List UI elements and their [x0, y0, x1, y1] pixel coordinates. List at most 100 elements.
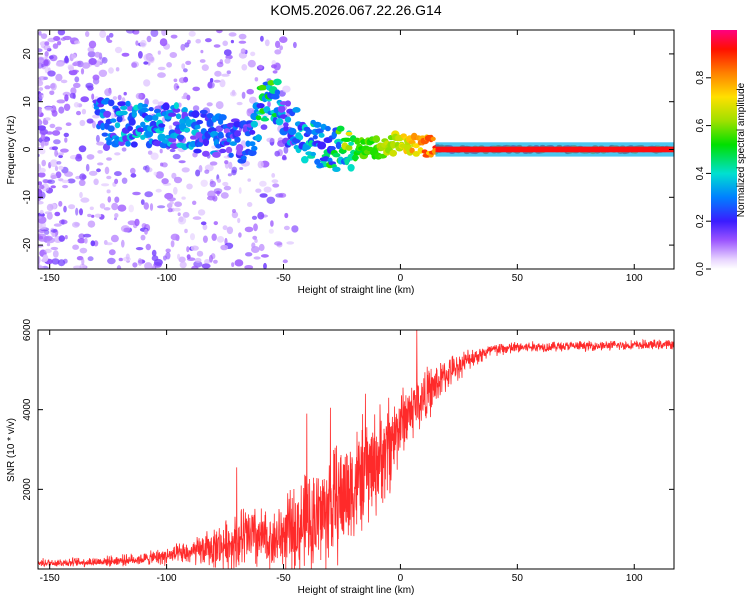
noise-blob	[50, 83, 56, 89]
colorbar-tick-label: 0.4	[695, 166, 706, 180]
noise-blob	[52, 43, 59, 49]
noise-blob	[78, 233, 85, 239]
noise-blob	[77, 238, 86, 244]
noise-blob	[92, 120, 96, 129]
noise-blob	[187, 39, 191, 45]
noise-blob	[58, 165, 64, 170]
noise-blob	[56, 152, 65, 156]
ridge-blob	[223, 128, 230, 134]
noise-blob	[38, 200, 44, 205]
noise-blob	[78, 145, 87, 153]
noise-blob	[231, 166, 238, 174]
noise-blob	[169, 52, 178, 58]
ridge-blob	[141, 103, 148, 108]
noise-blob	[153, 171, 158, 176]
ridge-blob	[317, 141, 327, 150]
noise-blob	[78, 179, 86, 186]
noise-blob	[293, 41, 297, 49]
noise-blob	[58, 106, 65, 114]
noise-blob	[87, 220, 96, 228]
noise-blob	[192, 216, 202, 220]
noise-blob	[123, 91, 127, 96]
noise-blob	[173, 186, 178, 195]
noise-blob	[144, 262, 153, 269]
noise-blob	[130, 167, 136, 174]
noise-blob	[42, 58, 51, 67]
noise-blob	[38, 87, 44, 91]
noise-blob	[70, 87, 77, 95]
noise-blob	[257, 211, 265, 220]
colorbar-tick-label: 0.2	[695, 214, 706, 228]
noise-blob	[244, 226, 254, 233]
ridge-blob	[258, 84, 268, 91]
noise-blob	[88, 58, 97, 65]
noise-blob	[54, 211, 61, 217]
noise-blob	[62, 184, 69, 189]
noise-blob	[114, 178, 119, 184]
noise-blob	[197, 209, 206, 216]
ridge-blob	[130, 141, 138, 148]
noise-blob	[224, 58, 231, 64]
noise-blob	[275, 40, 281, 49]
noise-blob	[72, 221, 80, 228]
ridge-blob	[255, 134, 262, 142]
noise-blob	[228, 32, 237, 37]
noise-blob	[238, 33, 247, 40]
noise-blob	[226, 70, 231, 75]
noise-blob	[173, 176, 183, 184]
ridge-blob	[175, 113, 182, 120]
ridge-blob	[167, 112, 177, 117]
noise-blob	[67, 178, 76, 184]
noise-blob	[259, 180, 267, 187]
snr-series-line	[38, 330, 674, 569]
ridge-blob	[312, 134, 318, 140]
noise-blob	[186, 254, 191, 260]
noise-blob	[111, 202, 119, 211]
noise-blob	[44, 85, 51, 90]
noise-blob	[121, 147, 127, 152]
ridge-blob	[137, 102, 144, 111]
colorbar-tick-label: 0.6	[695, 118, 706, 132]
noise-blob	[84, 237, 88, 244]
ridge-blob	[292, 107, 301, 113]
x-tick-label: 100	[626, 273, 643, 284]
noise-blob	[38, 118, 42, 126]
noise-blob	[234, 259, 244, 267]
ridge-blob	[226, 137, 232, 143]
noise-blob	[263, 186, 272, 193]
noise-blob	[58, 178, 64, 182]
noise-blob	[62, 35, 72, 41]
noise-blob	[123, 227, 131, 233]
ridge-blob	[332, 152, 341, 158]
snr-y-ticks: 2000 4000 6000	[22, 318, 674, 500]
noise-blob	[270, 220, 274, 227]
noise-blob	[132, 262, 138, 268]
noise-blob	[216, 30, 223, 34]
noise-blob	[226, 226, 234, 235]
ridge-blob	[217, 131, 224, 139]
x-tick-label: 50	[512, 573, 524, 584]
ridge-blob	[328, 146, 336, 151]
ridge-blob	[103, 110, 111, 118]
noise-blob	[64, 171, 74, 177]
noise-blob	[143, 79, 151, 87]
ridge-blob	[162, 102, 170, 111]
noise-blob	[249, 96, 257, 104]
ridge-blob	[110, 118, 117, 123]
noise-blob	[38, 215, 42, 219]
ridge-blob	[351, 155, 359, 161]
ridge-blob	[345, 144, 353, 151]
noise-blob	[44, 65, 49, 74]
ridge-blob	[181, 107, 188, 114]
noise-blob	[195, 169, 201, 177]
noise-blob	[181, 63, 186, 70]
noise-blob	[44, 41, 50, 46]
noise-blob	[108, 32, 114, 38]
ridge-blob	[310, 151, 317, 157]
noise-blob	[209, 254, 213, 263]
noise-blob	[216, 61, 224, 68]
noise-blob	[182, 211, 190, 218]
noise-blob	[73, 40, 81, 45]
noise-blob	[53, 139, 61, 145]
